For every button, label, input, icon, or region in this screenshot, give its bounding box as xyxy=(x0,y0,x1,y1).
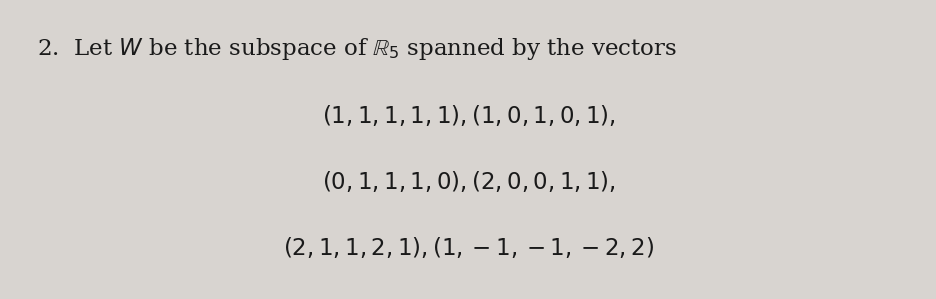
Text: 2.  Let $\mathit{W}$ be the subspace of $\mathbb{R}_5$ spanned by the vectors: 2. Let $\mathit{W}$ be the subspace of $… xyxy=(37,36,677,62)
Text: $(0,1,1,1,0),(2,0,0,1,1),$: $(0,1,1,1,0),(2,0,0,1,1),$ xyxy=(321,169,615,194)
Text: $(2,1,1,2,1),(1,-1,-1,-2,2)$: $(2,1,1,2,1),(1,-1,-1,-2,2)$ xyxy=(283,235,653,260)
Text: $(1,1,1,1,1),(1,0,1,0,1),$: $(1,1,1,1,1),(1,0,1,0,1),$ xyxy=(321,103,615,128)
